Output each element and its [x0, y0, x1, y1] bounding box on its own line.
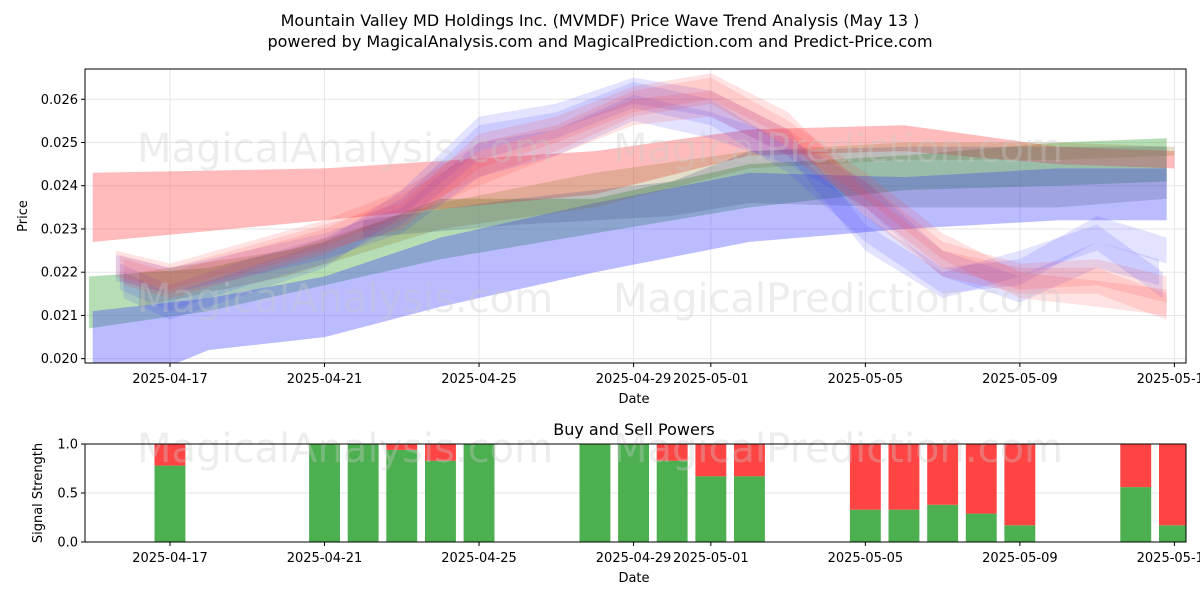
- price-band-6: [119, 82, 1167, 312]
- price-y-tick-label: 0.023: [41, 222, 78, 237]
- watermark-prediction-top: MagicalPrediction.com: [613, 126, 1063, 172]
- price-x-tick-label: 2025-04-29: [596, 372, 672, 387]
- signal-x-tick-label: 2025-04-25: [441, 551, 517, 566]
- price-grid: [85, 69, 1186, 363]
- price-y-tick-label: 0.020: [41, 352, 78, 367]
- price-panel: MagicalAnalysis.com MagicalPrediction.co…: [16, 68, 1200, 407]
- price-y-tick-label: 0.024: [41, 179, 78, 194]
- price-band-3: [139, 142, 1175, 307]
- chart-title: Mountain Valley MD Holdings Inc. (MVMDF)…: [281, 11, 920, 30]
- sell-bar: [386, 444, 418, 450]
- buy-bar: [849, 509, 881, 542]
- buy-bar: [927, 504, 959, 542]
- price-x-tick-label: 2025-04-21: [287, 372, 363, 387]
- price-x-tick-label: 2025-05-01: [673, 372, 749, 387]
- price-y-tick-label: 0.026: [41, 93, 78, 108]
- sell-bar: [849, 444, 881, 510]
- watermark-analysis-bottom: MagicalAnalysis.com: [137, 426, 553, 472]
- price-band-10: [123, 90, 1167, 303]
- signal-bars: [154, 444, 1186, 542]
- buy-bar: [309, 444, 340, 542]
- price-axes-frame: [84, 68, 1187, 364]
- price-x-tick-label: 2025-05-13: [1137, 372, 1200, 387]
- sell-bar: [1004, 444, 1036, 526]
- watermark-prediction-mid: MagicalPrediction.com: [613, 276, 1063, 322]
- sell-bar: [734, 444, 765, 477]
- price-band-0: [88, 138, 1167, 329]
- price-y-tick-label: 0.021: [41, 309, 78, 324]
- price-band-1: [92, 168, 1167, 363]
- sell-bar: [888, 444, 920, 510]
- sell-bar: [154, 444, 186, 466]
- sell-bar: [425, 444, 456, 461]
- sell-bar: [965, 444, 997, 514]
- signal-x-label: Date: [618, 571, 649, 586]
- buy-bar: [656, 460, 688, 542]
- buy-bar: [734, 476, 765, 542]
- price-x-tick-label: 2025-05-05: [828, 372, 904, 387]
- buy-bar: [965, 513, 997, 542]
- signal-panel: Buy and Sell Powers MagicalAnalysis.com …: [31, 420, 1200, 586]
- price-x-label: Date: [618, 392, 649, 407]
- signal-y-tick-label: 0.0: [57, 536, 78, 551]
- price-band-2: [92, 125, 1175, 242]
- price-band-8: [115, 77, 1167, 316]
- buy-bar: [888, 509, 920, 542]
- price-bands: [88, 73, 1175, 363]
- price-y-label: Price: [16, 200, 31, 232]
- buy-bar: [1159, 525, 1186, 542]
- chart-subtitle: powered by MagicalAnalysis.com and Magic…: [267, 32, 932, 51]
- sell-bar: [656, 444, 688, 461]
- watermark-prediction-bottom: MagicalPrediction.com: [613, 426, 1063, 472]
- signal-y-tick-label: 1.0: [57, 438, 78, 453]
- signal-x-tick-label: 2025-04-17: [132, 551, 208, 566]
- watermark-analysis-top: MagicalAnalysis.com: [137, 126, 553, 172]
- buy-bar: [463, 444, 495, 542]
- price-x-tick-label: 2025-05-09: [982, 372, 1058, 387]
- price-y-tick-label: 0.022: [41, 266, 78, 281]
- price-x-tick-label: 2025-04-25: [441, 372, 517, 387]
- buy-bar: [579, 444, 611, 542]
- sell-bar: [1159, 444, 1186, 526]
- buy-bar: [695, 476, 727, 542]
- signal-y-label: Signal Strength: [31, 443, 46, 543]
- buy-bar: [618, 444, 649, 542]
- signal-x-tick-label: 2025-05-09: [982, 551, 1058, 566]
- sell-bar: [1120, 444, 1152, 488]
- buy-bar: [386, 449, 418, 542]
- signal-y-tick-label: 0.5: [57, 487, 78, 502]
- price-y-tick-label: 0.025: [41, 136, 78, 151]
- buy-bar: [347, 444, 379, 542]
- signal-x-tick-label: 2025-05-05: [828, 551, 904, 566]
- price-x-tick-label: 2025-04-17: [132, 372, 208, 387]
- price-band-5: [115, 94, 1159, 303]
- signal-title: Buy and Sell Powers: [553, 420, 715, 439]
- signal-x-tick-label: 2025-04-29: [596, 551, 672, 566]
- signal-x-tick-label: 2025-05-01: [673, 551, 749, 566]
- buy-bar: [425, 460, 456, 542]
- watermark-analysis-mid: MagicalAnalysis.com: [137, 276, 553, 322]
- signal-x-tick-label: 2025-05-13: [1137, 551, 1200, 566]
- signal-x-tick-label: 2025-04-21: [287, 551, 363, 566]
- price-band-4: [363, 146, 1167, 238]
- sell-bar: [695, 444, 727, 477]
- sell-bar: [927, 444, 959, 505]
- price-band-7: [123, 77, 1163, 320]
- signal-ticks: 2025-04-17 2025-04-21 2025-04-25 2025-04-29…: [57, 438, 1200, 567]
- price-ticks: 2025-04-17 2025-04-21 2025-04-25 2025-04-29…: [41, 93, 1200, 387]
- buy-bar: [1120, 487, 1152, 542]
- buy-bar: [1004, 525, 1036, 542]
- buy-bar: [154, 465, 186, 542]
